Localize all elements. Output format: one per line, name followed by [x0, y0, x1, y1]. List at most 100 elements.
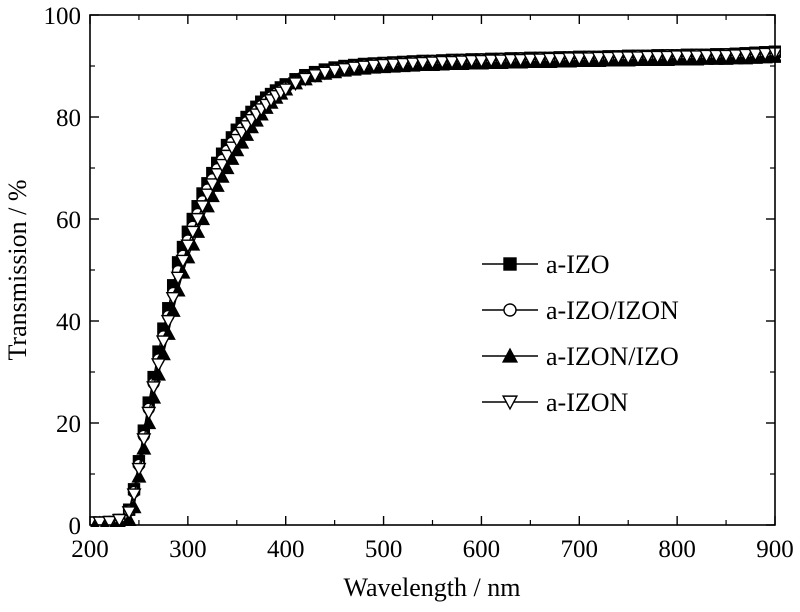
data-point — [180, 239, 196, 254]
data-point — [131, 462, 147, 477]
data-point — [356, 60, 372, 75]
legend-entry: a-IZON — [482, 388, 629, 417]
legend-marker — [503, 257, 517, 271]
legend-label: a-IZON/IZO — [546, 342, 679, 371]
data-point — [473, 54, 489, 69]
data-point — [385, 58, 401, 73]
y-tick-label: 0 — [69, 513, 82, 540]
data-point — [204, 178, 220, 193]
series-layer — [90, 45, 781, 527]
legend-label: a-IZON — [546, 388, 629, 417]
data-point — [297, 72, 313, 87]
x-tick-label: 700 — [561, 536, 599, 563]
data-point — [640, 50, 656, 65]
data-point — [513, 53, 529, 68]
legend-label: a-IZO/IZON — [546, 296, 679, 325]
data-point — [317, 66, 333, 81]
data-point — [92, 516, 108, 527]
legend-marker — [501, 347, 519, 363]
y-tick-label: 80 — [56, 105, 81, 132]
legend-entry: a-IZO/IZON — [482, 296, 679, 325]
data-point — [425, 56, 440, 71]
data-point — [650, 50, 666, 65]
legend-entry: a-IZO — [482, 250, 610, 279]
data-point — [708, 49, 724, 64]
data-point — [346, 61, 362, 76]
data-point — [669, 50, 685, 65]
data-point — [219, 149, 235, 164]
data-point — [689, 50, 705, 65]
data-point — [146, 389, 162, 404]
data-point — [757, 47, 773, 62]
data-point — [434, 55, 450, 70]
x-axis-title: Wavelength / nm — [344, 573, 521, 602]
data-point — [288, 77, 303, 92]
legend-marker — [503, 303, 517, 317]
data-point — [464, 54, 480, 69]
y-tick-label: 20 — [56, 411, 81, 438]
legend: a-IZO a-IZO/IZON a-IZON/IZO a-IZON — [482, 250, 679, 417]
y-tick-label: 60 — [56, 207, 81, 234]
data-point — [581, 52, 597, 67]
data-point — [126, 488, 142, 503]
x-tick-label: 300 — [169, 536, 207, 563]
data-point — [562, 52, 577, 67]
data-point — [366, 59, 382, 74]
data-point — [195, 200, 211, 215]
legend-marker — [501, 395, 519, 411]
data-point — [111, 513, 127, 527]
data-point — [728, 49, 744, 64]
data-point — [327, 64, 343, 79]
data-point — [591, 51, 607, 66]
data-point — [121, 506, 137, 521]
data-point — [214, 158, 230, 173]
data-point — [699, 49, 714, 64]
data-point — [151, 358, 166, 373]
data-point — [610, 51, 626, 66]
data-point — [136, 440, 152, 455]
data-point — [185, 225, 201, 240]
y-axis-title: Transmission / % — [3, 179, 32, 360]
data-point — [405, 57, 421, 72]
data-point — [679, 50, 695, 65]
data-point — [146, 381, 162, 396]
data-point — [542, 52, 558, 67]
data-point — [747, 48, 763, 63]
data-point — [155, 335, 171, 350]
data-point — [718, 49, 734, 64]
x-tick-label: 200 — [71, 536, 109, 563]
data-point — [552, 52, 568, 67]
data-point — [170, 271, 186, 286]
tick-layer: 200 300 400 500 600 700 800 900 0 20 40 60 80 100 — [44, 3, 794, 563]
x-tick-label: 400 — [267, 536, 305, 563]
data-point — [522, 53, 538, 68]
data-point — [620, 51, 636, 66]
data-point — [532, 53, 548, 68]
data-point — [199, 188, 215, 203]
data-point — [601, 51, 617, 66]
data-point — [571, 52, 587, 67]
data-point — [224, 141, 240, 156]
data-point — [190, 212, 206, 227]
y-tick-label: 100 — [44, 3, 82, 30]
x-tick-label: 900 — [756, 536, 794, 563]
data-point — [160, 314, 176, 329]
data-point — [141, 406, 157, 421]
y-tick-label: 40 — [56, 309, 81, 336]
x-tick-label: 500 — [365, 536, 403, 563]
legend-label: a-IZO — [546, 250, 610, 279]
data-point — [136, 433, 152, 448]
data-point — [659, 50, 675, 65]
data-point — [102, 515, 118, 527]
x-tick-label: 800 — [658, 536, 696, 563]
data-point — [141, 415, 157, 430]
data-point — [454, 55, 470, 70]
series-a-izon — [90, 47, 781, 527]
data-point — [307, 69, 323, 83]
data-point — [175, 254, 191, 269]
data-point — [336, 62, 352, 77]
data-point — [278, 83, 294, 98]
legend-entry: a-IZON/IZO — [482, 342, 679, 371]
data-point — [415, 56, 431, 71]
